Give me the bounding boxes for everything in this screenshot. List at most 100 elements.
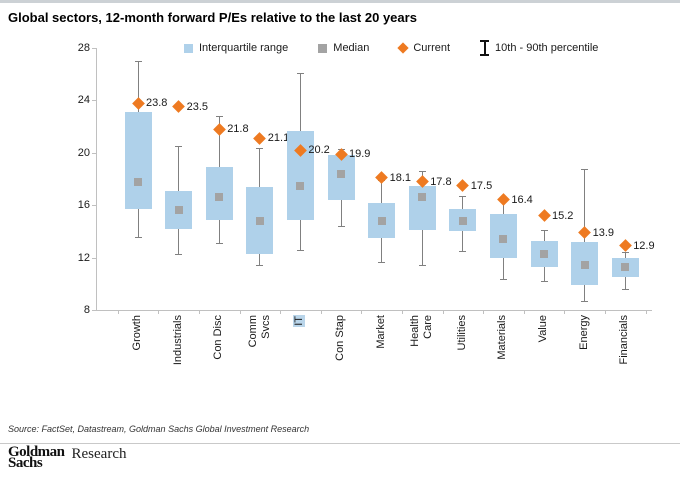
current-marker xyxy=(172,100,185,114)
current-value-label: 15.2 xyxy=(552,209,574,222)
current-value-label: 18.1 xyxy=(389,171,412,184)
y-tick-label: 24 xyxy=(77,94,90,107)
category-label: Utilities xyxy=(455,315,468,351)
interquartile-box xyxy=(124,112,152,210)
interquartile-range-icon xyxy=(184,43,193,53)
current-marker xyxy=(578,226,591,240)
median-icon xyxy=(318,43,328,53)
current-marker xyxy=(253,132,267,145)
x-axis-line xyxy=(96,310,652,311)
median-marker xyxy=(255,216,264,225)
whisker-cap-bottom xyxy=(499,278,507,280)
y-axis-tick xyxy=(92,205,96,207)
whisker-cap-top xyxy=(540,230,548,232)
whisker-cap-top xyxy=(256,147,264,149)
x-axis-tick xyxy=(523,310,525,314)
category-label: Value xyxy=(537,315,549,343)
whisker-cap-top xyxy=(296,72,304,74)
research-label: Research xyxy=(71,446,127,462)
category-label: Energy xyxy=(577,315,590,350)
median-marker xyxy=(621,262,630,271)
current-value-label: 17.5 xyxy=(470,179,493,192)
legend: Interquartile range Median Current 10th … xyxy=(184,40,598,56)
median-marker xyxy=(377,216,386,225)
median-marker xyxy=(337,169,345,178)
interquartile-box xyxy=(408,185,436,231)
legend-item-current: Current xyxy=(397,42,451,54)
category-label: Comm Svcs xyxy=(246,315,272,348)
x-axis-tick xyxy=(198,310,200,314)
x-axis-tick xyxy=(442,310,444,314)
category-label: Growth xyxy=(131,315,143,351)
y-tick-label: 8 xyxy=(83,304,90,316)
whisker-cap-bottom xyxy=(581,300,589,302)
median-marker xyxy=(296,181,305,190)
category-label: Con Disc xyxy=(212,315,225,360)
top-border xyxy=(0,0,680,3)
y-tick-label: 20 xyxy=(77,146,90,159)
whisker-cap-top xyxy=(459,196,467,198)
current-value-label: 23.5 xyxy=(186,100,209,113)
category-label: IT xyxy=(293,315,307,395)
x-axis-tick xyxy=(239,310,241,314)
current-value-label: 23.8 xyxy=(146,97,168,110)
category-label: Materials xyxy=(496,315,509,360)
legend-label: Interquartile range xyxy=(199,42,289,54)
median-marker xyxy=(134,177,142,186)
chart-title: Global sectors, 12-month forward P/Es re… xyxy=(8,10,417,25)
x-axis-tick xyxy=(645,310,647,314)
y-axis-tick xyxy=(92,257,96,259)
x-axis-tick xyxy=(320,310,322,314)
legend-item-percentile: 10th - 90th percentile xyxy=(480,40,598,56)
y-tick-label: 12 xyxy=(77,251,90,264)
whisker-cap-bottom xyxy=(418,265,426,267)
whisker-cap-top xyxy=(621,252,629,254)
category-label: Financials xyxy=(618,315,631,365)
legend-label: Current xyxy=(413,42,451,54)
category-label: Con Stap xyxy=(334,315,346,361)
median-marker xyxy=(215,193,224,202)
whisker-cap-bottom xyxy=(175,253,183,255)
current-marker xyxy=(456,179,470,192)
percentile-whisker-icon xyxy=(480,40,490,56)
whisker-cap-bottom xyxy=(378,261,386,263)
category-label: Industrials xyxy=(171,315,184,366)
y-axis-tick xyxy=(92,310,96,311)
y-axis-tick xyxy=(92,152,96,154)
legend-item-median: Median xyxy=(318,42,369,54)
whisker-cap-bottom xyxy=(621,289,629,291)
x-axis-tick xyxy=(117,310,119,314)
current-diamond-icon xyxy=(397,42,410,54)
current-marker xyxy=(537,209,551,223)
goldman-sachs-logo: Goldman Sachs Research xyxy=(8,444,127,471)
category-label: Health Care xyxy=(409,315,435,347)
legend-label: Median xyxy=(333,42,370,54)
footer-divider xyxy=(0,443,680,444)
current-marker xyxy=(375,171,388,185)
x-axis-tick xyxy=(280,310,282,314)
whisker-cap-bottom xyxy=(337,226,345,228)
whisker-cap-top xyxy=(134,61,142,63)
current-value-label: 13.9 xyxy=(592,226,615,239)
current-marker xyxy=(618,239,632,253)
current-value-label: 17.8 xyxy=(430,175,452,188)
whisker-cap-bottom xyxy=(215,243,223,245)
current-marker xyxy=(131,96,145,110)
current-marker xyxy=(212,122,226,136)
median-marker xyxy=(540,249,548,258)
logo-text: Goldman Sachs xyxy=(8,444,65,471)
median-marker xyxy=(418,193,427,202)
median-marker xyxy=(458,216,467,225)
current-value-label: 21.1 xyxy=(267,132,290,145)
y-tick-label: 16 xyxy=(77,199,90,212)
whisker-cap-bottom xyxy=(256,265,264,267)
y-axis-tick xyxy=(92,100,96,102)
median-marker xyxy=(174,206,183,215)
whisker-cap-top xyxy=(418,171,426,173)
current-value-label: 19.9 xyxy=(349,148,371,161)
y-axis-tick xyxy=(92,48,96,49)
whisker-cap-top xyxy=(175,146,183,148)
median-marker xyxy=(499,235,508,244)
whisker-cap-bottom xyxy=(134,236,142,238)
